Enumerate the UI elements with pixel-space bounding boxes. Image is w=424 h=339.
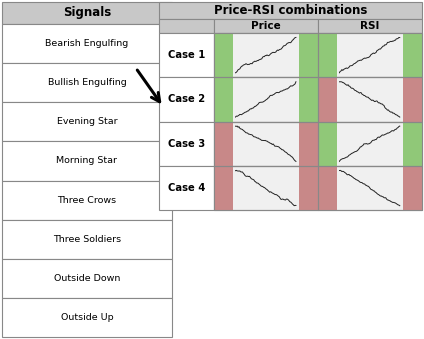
Text: Three Crows: Three Crows [57, 196, 117, 205]
Bar [318, 77, 422, 122]
Bar [318, 166, 337, 210]
Text: Price: Price [251, 21, 281, 31]
Text: Case 3: Case 3 [168, 139, 205, 149]
Bar [318, 122, 422, 166]
Text: Outside Up: Outside Up [61, 313, 113, 322]
Text: Morning Star: Morning Star [56, 156, 117, 165]
Bar [299, 166, 318, 210]
Bar [159, 19, 214, 33]
Bar [2, 63, 172, 102]
Bar [2, 141, 172, 181]
Bar [403, 122, 422, 166]
Bar [214, 33, 318, 77]
Bar [318, 33, 337, 77]
Bar [214, 19, 318, 33]
Text: Outside Down: Outside Down [54, 274, 120, 283]
Bar [318, 33, 422, 77]
Bar [214, 77, 318, 122]
Bar [159, 2, 422, 19]
Text: Bullish Engulfing: Bullish Engulfing [47, 78, 126, 87]
Text: Evening Star: Evening Star [57, 117, 117, 126]
Bar [318, 77, 337, 122]
Bar [318, 33, 422, 77]
Bar [2, 24, 172, 63]
Bar [299, 33, 318, 77]
Bar [318, 166, 422, 210]
Bar [318, 122, 337, 166]
Bar [299, 77, 318, 122]
Text: RSI: RSI [360, 21, 379, 31]
Bar [403, 166, 422, 210]
Bar [2, 2, 172, 24]
Bar [214, 33, 318, 77]
Text: Case 2: Case 2 [168, 95, 205, 104]
Bar [318, 122, 422, 166]
Bar [2, 181, 172, 220]
Bar [2, 220, 172, 259]
Bar [2, 102, 172, 141]
Bar [214, 77, 318, 122]
Bar [159, 33, 214, 77]
Bar [214, 166, 318, 210]
Text: Three Soldiers: Three Soldiers [53, 235, 121, 244]
Bar [214, 166, 233, 210]
Bar [159, 166, 214, 210]
Bar [318, 19, 422, 33]
Text: Price-RSI combinations: Price-RSI combinations [214, 4, 367, 17]
Bar [299, 122, 318, 166]
Bar [214, 122, 318, 166]
Text: Bearish Engulfing: Bearish Engulfing [45, 39, 128, 48]
Bar [159, 77, 214, 122]
Bar [214, 122, 318, 166]
Text: Case 4: Case 4 [168, 183, 205, 193]
Bar [318, 77, 422, 122]
Bar [403, 33, 422, 77]
Bar [2, 298, 172, 337]
Bar [403, 77, 422, 122]
Bar [318, 166, 422, 210]
Bar [159, 122, 214, 166]
Bar [2, 259, 172, 298]
Bar [214, 122, 233, 166]
Bar [214, 77, 233, 122]
Text: Case 1: Case 1 [168, 50, 205, 60]
Bar [214, 166, 318, 210]
Bar [214, 33, 233, 77]
Text: Signals: Signals [63, 6, 111, 19]
